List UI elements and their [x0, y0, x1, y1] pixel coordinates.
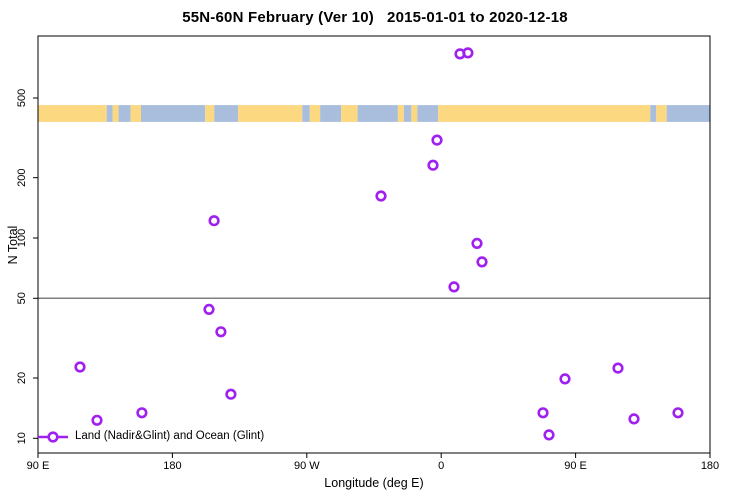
map-band-segment-ocean — [214, 105, 239, 122]
y-axis-tick-label: 500 — [16, 89, 28, 107]
map-band-segment-ocean — [141, 105, 206, 122]
map-band-segment-ocean — [650, 105, 657, 122]
data-point — [203, 303, 215, 316]
x-axis-tick-label: 90 E — [564, 460, 587, 472]
map-band-segment-ocean — [118, 105, 131, 122]
y-axis-label: N Total — [6, 225, 20, 265]
map-band-segment-land — [130, 105, 142, 122]
map-band-segment-ocean — [106, 105, 113, 122]
map-band-segment-land — [397, 105, 404, 122]
map-band-segment-land — [38, 105, 107, 122]
data-point — [208, 215, 220, 227]
data-point — [427, 159, 439, 171]
legend-label: Land (Nadir&Glint) and Ocean (Glint) — [75, 430, 265, 442]
data-point — [431, 134, 443, 146]
map-band-segment-land — [411, 105, 418, 122]
data-point — [471, 237, 483, 249]
y-axis-tick-label: 50 — [16, 292, 28, 304]
x-axis-label: Longitude (deg E) — [324, 476, 424, 490]
map-band-segment-ocean — [357, 105, 398, 122]
map-band-segment-ocean — [302, 105, 310, 122]
legend-marker-point — [47, 431, 59, 443]
map-band-segment-land — [656, 105, 667, 122]
y-axis-tick-label: 200 — [16, 169, 28, 187]
data-point — [672, 407, 684, 419]
data-point — [91, 414, 103, 426]
data-point — [136, 407, 148, 419]
map-band-segment-land — [438, 105, 651, 122]
data-point — [375, 190, 387, 202]
data-point — [559, 373, 571, 385]
map-band-segment-ocean — [320, 105, 342, 122]
map-band-segment-land — [309, 105, 321, 122]
map-band-segment-land — [112, 105, 119, 122]
map-band-segment-ocean — [403, 105, 412, 122]
data-point — [543, 429, 555, 441]
x-axis-tick-label: 0 — [438, 460, 444, 472]
data-point — [74, 361, 86, 373]
data-point — [462, 47, 474, 59]
x-axis-tick-label: 180 — [701, 460, 719, 472]
data-point — [612, 362, 624, 374]
x-axis-tick-label: 180 — [163, 460, 181, 472]
map-band-segment-land — [205, 105, 215, 122]
map-band-segment-ocean — [666, 105, 710, 122]
y-axis-tick-label: 100 — [16, 229, 28, 247]
x-axis-tick-label: 90 E — [27, 460, 50, 472]
data-point — [225, 388, 237, 400]
data-point — [215, 326, 227, 338]
data-point — [448, 281, 460, 293]
y-axis-tick-label: 10 — [16, 432, 28, 444]
data-point — [476, 256, 488, 268]
data-point — [537, 407, 549, 419]
chart-title: 55N-60N February (Ver 10) 2015-01-01 to … — [182, 9, 568, 26]
x-axis-tick-label: 90 W — [294, 460, 320, 472]
y-axis-tick-label: 20 — [16, 372, 28, 384]
plot-border — [37, 35, 711, 454]
data-point — [628, 413, 640, 425]
map-band-segment-land — [238, 105, 303, 122]
map-band-segment-ocean — [417, 105, 439, 122]
map-band-segment-land — [341, 105, 358, 122]
